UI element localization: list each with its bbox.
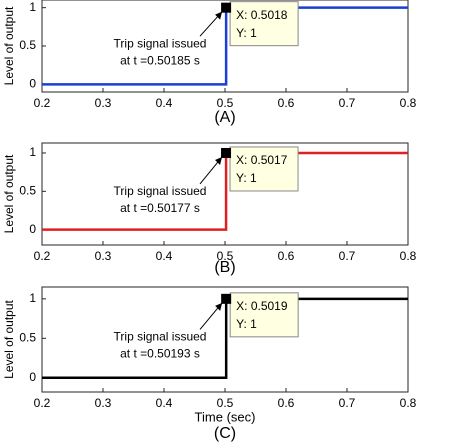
datatip-marker xyxy=(221,2,232,13)
x-axis-label: Time (sec) xyxy=(195,409,256,424)
annotation: at t =0.50177 s xyxy=(120,201,200,215)
x-tick-label: 0.8 xyxy=(400,396,417,410)
arrow-head xyxy=(215,156,223,165)
x-tick-label: 0.3 xyxy=(95,396,112,410)
series-line xyxy=(42,151,408,231)
y-axis-label: Level of output xyxy=(2,154,16,233)
annotation: Trip signal issued xyxy=(114,330,207,344)
datatip-box xyxy=(229,1,299,47)
x-tick-label: 0.5 xyxy=(217,249,234,263)
y-tick-label: 0.5 xyxy=(19,38,36,52)
datatip-x: X: 0.5017 xyxy=(236,153,288,167)
datatip-y: Y: 1 xyxy=(236,171,257,185)
arrow-head xyxy=(215,302,223,311)
arrow-head xyxy=(215,11,223,20)
series-line xyxy=(42,297,408,380)
y-tick-label: 1 xyxy=(29,145,36,159)
annotation: at t =0.50185 s xyxy=(120,53,200,67)
x-tick-label: 0.4 xyxy=(156,96,173,110)
x-tick-label: 0.3 xyxy=(95,96,112,110)
datatip-x: X: 0.5019 xyxy=(236,299,288,313)
annotation: Trip signal issued xyxy=(114,184,207,198)
panel-caption: (B) xyxy=(214,259,235,276)
x-tick-label: 0.3 xyxy=(95,249,112,263)
y-axis-label: Level of output xyxy=(2,299,16,378)
y-tick-label: 0 xyxy=(29,77,36,91)
y-axis-label: Level of output xyxy=(2,6,16,85)
y-tick-label: 0.5 xyxy=(19,183,36,197)
x-tick-label: 0.2 xyxy=(34,249,51,263)
y-tick-label: 0.5 xyxy=(19,330,36,344)
panel-caption: (C) xyxy=(214,425,236,442)
datatip-marker xyxy=(221,147,232,158)
series-line xyxy=(42,6,408,86)
datatip-x: X: 0.5018 xyxy=(236,8,288,22)
y-tick-label: 0 xyxy=(29,222,36,236)
datatip-box xyxy=(229,292,299,338)
x-tick-label: 0.4 xyxy=(156,396,173,410)
x-tick-label: 0.2 xyxy=(34,96,51,110)
annotation: Trip signal issued xyxy=(114,36,207,50)
x-tick-label: 0.4 xyxy=(156,249,173,263)
x-tick-label: 0.6 xyxy=(278,396,295,410)
panel-caption: (A) xyxy=(214,109,235,126)
x-tick-label: 0.7 xyxy=(339,96,356,110)
y-tick-label: 0 xyxy=(29,370,36,384)
x-tick-label: 0.7 xyxy=(339,396,356,410)
x-tick-label: 0.7 xyxy=(339,249,356,263)
datatip-y: Y: 1 xyxy=(236,26,257,40)
annotation: at t =0.50193 s xyxy=(120,347,200,361)
x-tick-label: 0.5 xyxy=(217,96,234,110)
datatip-y: Y: 1 xyxy=(236,317,257,331)
y-tick-label: 1 xyxy=(29,291,36,305)
x-tick-label: 0.8 xyxy=(400,96,417,110)
x-tick-label: 0.5 xyxy=(217,396,234,410)
x-tick-label: 0.6 xyxy=(278,96,295,110)
x-tick-label: 0.8 xyxy=(400,249,417,263)
x-tick-label: 0.2 xyxy=(34,396,51,410)
datatip-marker xyxy=(221,293,232,304)
y-tick-label: 1 xyxy=(29,0,36,14)
datatip-box xyxy=(229,146,299,192)
x-tick-label: 0.6 xyxy=(278,249,295,263)
